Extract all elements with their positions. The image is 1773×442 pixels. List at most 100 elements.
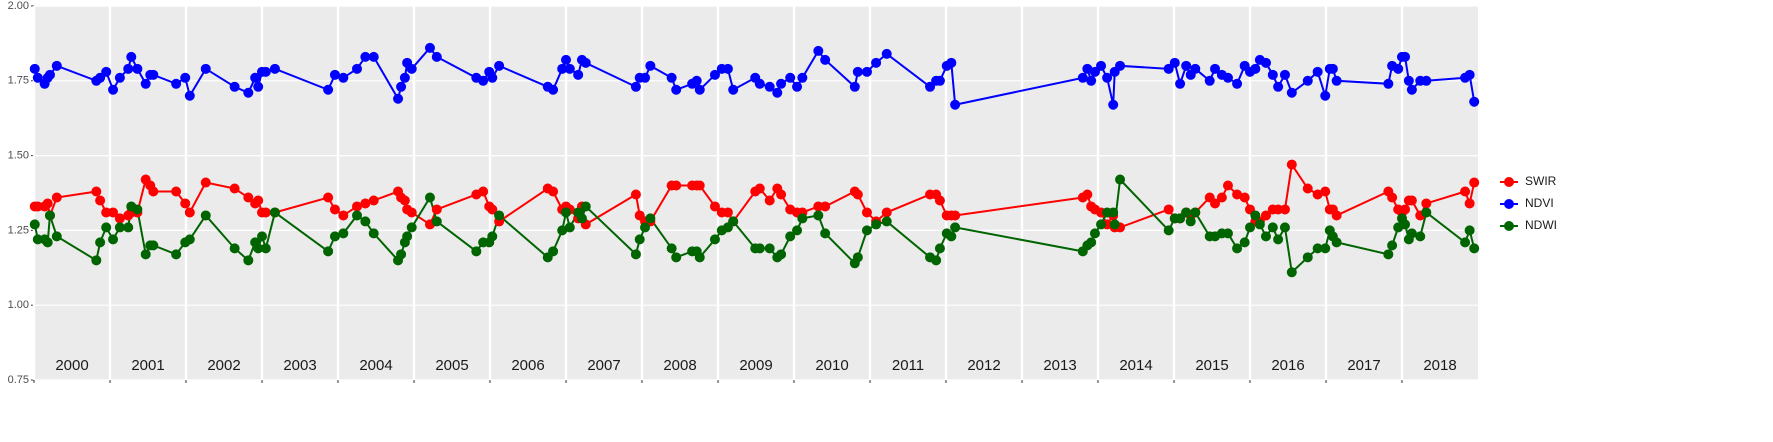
data-point [792,225,803,236]
data-point [1096,60,1107,71]
data-point [1469,96,1480,107]
data-point [1464,198,1475,209]
data-point [1204,75,1215,86]
data-point [360,216,371,227]
data-point [431,216,442,227]
data-point [1327,63,1338,74]
data-point [785,72,796,83]
data-point [1279,69,1290,80]
data-point [1279,222,1290,233]
data-point [1082,63,1093,74]
data-point [323,192,334,203]
data-point [1108,207,1119,218]
data-point [126,51,137,62]
data-point [1216,192,1227,203]
data-point [1245,222,1255,233]
data-point [32,72,43,83]
data-point [694,252,705,263]
data-point [1406,195,1417,206]
data-point [393,93,404,104]
data-point [1415,231,1426,242]
data-point [1169,57,1180,68]
data-point [1320,243,1331,254]
data-point [1279,204,1290,215]
data-point [722,63,733,74]
data-point [934,243,945,254]
data-point [1096,219,1107,230]
data-point [329,231,340,242]
data-point [1286,159,1297,170]
data-point [1406,228,1417,239]
data-point [792,81,803,92]
data-point [548,84,559,95]
data-point [1469,243,1480,254]
data-point [1109,219,1120,230]
data-point [494,60,505,71]
data-point [1286,267,1297,278]
data-point [754,183,765,194]
data-point [1108,99,1119,110]
data-point [694,180,705,191]
data-point [764,81,775,92]
data-point [630,249,641,260]
data-point [1312,243,1323,254]
data-point [360,198,371,209]
data-point [871,57,882,68]
data-point [634,234,645,245]
data-point [820,228,831,239]
data-point [229,81,240,92]
data-point [108,84,119,95]
data-point [1464,225,1475,236]
data-point [1267,222,1278,233]
data-point [1254,219,1265,230]
data-point [1273,234,1284,245]
data-point [776,249,787,260]
data-point [557,225,568,236]
data-point [785,231,796,242]
data-point [881,207,892,218]
data-point [424,42,435,53]
data-point [91,186,102,197]
x-tick-label: 2016 [1271,357,1304,374]
data-point [1260,210,1271,221]
data-point [148,186,159,197]
x-tick-label: 2002 [207,357,240,374]
data-point [180,72,191,83]
data-point [260,243,271,254]
data-point [1086,237,1097,248]
data-point [764,243,775,254]
data-point [329,204,340,215]
data-point [813,210,824,221]
data-point [114,222,125,233]
x-tick-label: 2003 [283,357,316,374]
data-point [51,192,62,203]
data-point [399,195,410,206]
data-point [797,72,808,83]
data-point [1302,252,1313,263]
data-point [132,204,143,215]
data-point [494,210,505,221]
data-point [260,66,271,77]
data-point [861,207,872,218]
data-point [861,66,872,77]
data-point [820,201,831,212]
data-point [368,228,379,239]
data-point [1210,198,1221,209]
data-point [323,246,334,257]
data-point [666,243,677,254]
data-point [950,222,961,233]
x-tick-label: 2008 [663,357,696,374]
legend-label: SWIR [1525,174,1557,188]
data-point [184,90,195,101]
data-point [820,54,831,65]
data-point [561,54,571,65]
data-point [1464,69,1475,80]
data-point [813,201,824,212]
data-point [114,72,125,83]
x-tick-label: 2005 [435,357,468,374]
data-point [1331,75,1342,86]
data-point [671,180,682,191]
data-point [352,63,362,74]
data-point [95,195,106,206]
data-point [323,84,334,95]
